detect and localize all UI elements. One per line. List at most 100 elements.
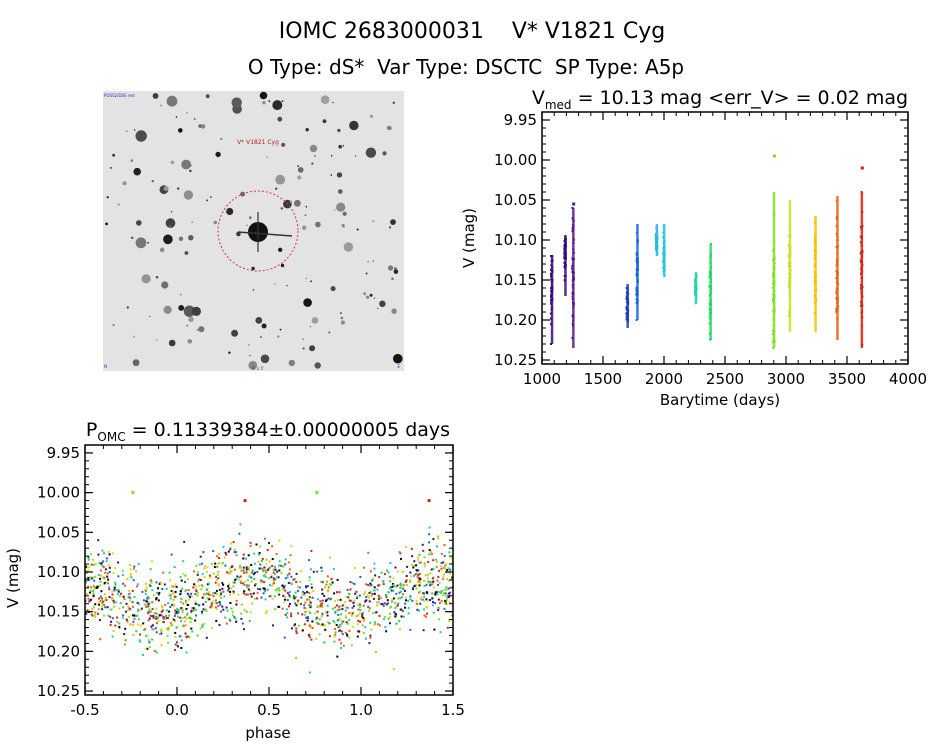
phase-point: [178, 635, 181, 638]
phase-point: [413, 585, 416, 588]
phase-point: [254, 571, 256, 574]
phase-point: [174, 612, 177, 615]
phase-point: [126, 578, 129, 581]
phase-point: [223, 595, 226, 598]
phase-point: [160, 628, 163, 631]
finder-star: [163, 234, 173, 245]
phase-point: [428, 526, 431, 529]
finder-star: [302, 225, 307, 230]
phase-point: [325, 583, 328, 586]
finder-star: [338, 189, 343, 194]
phase-point: [127, 589, 130, 592]
phase-point: [394, 602, 396, 604]
phase-point: [436, 593, 439, 596]
finder-star: [133, 129, 136, 131]
phase-point: [190, 592, 193, 595]
phase-point: [211, 594, 214, 596]
phase-point: [248, 620, 251, 622]
phase-point: [427, 561, 430, 563]
phase-point: [315, 616, 318, 619]
phase-point: [177, 645, 179, 648]
phase-point: [316, 610, 319, 613]
finder-star: [259, 91, 268, 100]
phase-point: [203, 576, 206, 579]
phase-point: [243, 569, 245, 572]
phase-point: [423, 608, 425, 611]
phase-point: [139, 609, 142, 612]
phase-point: [116, 620, 119, 623]
phase-point: [165, 614, 168, 617]
phase-point: [174, 620, 176, 623]
phase-point: [440, 599, 443, 602]
phase-point: [137, 608, 140, 611]
phase-point: [204, 593, 207, 596]
phase-xlabel: phase: [245, 724, 290, 742]
phase-point: [283, 585, 286, 588]
finder-star: [376, 307, 379, 310]
phase-point: [99, 600, 102, 602]
phase-point: [132, 579, 135, 582]
phase-point: [418, 553, 421, 556]
phase-point: [403, 589, 406, 592]
phase-point: [284, 577, 287, 580]
phase-point: [262, 592, 265, 595]
phase-point: [91, 563, 93, 566]
phase-point: [285, 608, 288, 611]
phase-point: [86, 609, 89, 612]
phase-point: [186, 635, 189, 638]
phase-point: [245, 571, 248, 574]
phase-point: [191, 606, 194, 609]
phase-point: [437, 583, 439, 586]
phase-point: [255, 543, 258, 546]
phase-point: [272, 579, 275, 582]
phase-point: [149, 614, 152, 617]
phase-point: [124, 584, 126, 587]
phase-point: [394, 613, 397, 615]
phase-point: [203, 608, 206, 611]
phase-point: [137, 563, 140, 566]
phase-point: [308, 592, 311, 594]
lightcurve-xlabel: Barytime (days): [660, 391, 780, 409]
phase-point: [394, 566, 397, 569]
phase-point: [378, 624, 381, 627]
phase-point: [105, 557, 108, 560]
phase-point: [250, 571, 253, 574]
finder-star: [178, 128, 183, 133]
phase-point: [242, 592, 245, 595]
phase-point: [333, 621, 336, 624]
phase-point: [281, 565, 284, 568]
phase-point: [188, 616, 190, 619]
phase-point: [114, 581, 117, 584]
lightcurve-point-column: [814, 216, 817, 332]
phase-point: [422, 598, 424, 601]
phase-point: [114, 583, 117, 586]
phase-point: [266, 549, 269, 551]
phase-point: [181, 608, 184, 611]
phase-point: [326, 580, 329, 583]
phase-point: [127, 609, 130, 611]
phase-point: [373, 567, 376, 570]
finder-star: [178, 305, 185, 311]
phase-point: [94, 562, 97, 565]
phase-point: [383, 573, 386, 576]
phase-point: [179, 593, 182, 596]
phase-point: [130, 576, 133, 579]
phase-point: [268, 595, 271, 598]
phase-point: [89, 598, 92, 601]
phase-point: [303, 593, 306, 596]
finder-star: [213, 220, 217, 225]
lightcurve-xtick-label: 3000: [767, 370, 805, 388]
phase-point: [300, 629, 303, 632]
phase-point: [261, 579, 264, 582]
finder-star: [163, 186, 169, 191]
phase-point: [413, 560, 416, 563]
phase-point: [99, 580, 102, 583]
phase-point: [396, 584, 399, 587]
phase-point: [148, 617, 151, 620]
phase-point: [117, 590, 120, 593]
phase-point: [411, 599, 414, 602]
phase-point: [286, 612, 289, 615]
phase-point: [371, 577, 374, 580]
finder-star: [152, 93, 159, 99]
phase-point: [308, 596, 311, 598]
